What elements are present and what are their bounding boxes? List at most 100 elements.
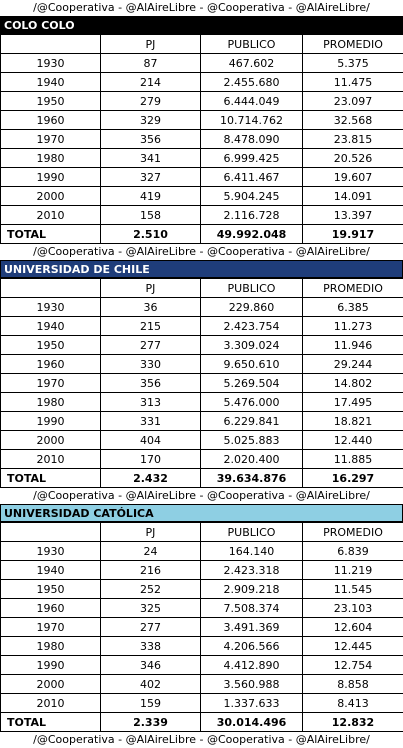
- table-header-row: PJ PUBLICO PROMEDIO: [1, 523, 403, 542]
- credit-line-bottom: /@Cooperativa - @AlAireLibre - @Cooperat…: [0, 732, 403, 748]
- column-header-pj: PJ: [101, 279, 201, 298]
- decade-cell: 1930: [1, 298, 101, 317]
- decade-cell: 1990: [1, 656, 101, 675]
- decade-cell: 1940: [1, 73, 101, 92]
- table-header-row: PJ PUBLICO PROMEDIO: [1, 279, 403, 298]
- pj-cell: 87: [101, 54, 201, 73]
- promedio-cell: 17.495: [303, 393, 403, 412]
- promedio-cell: 12.754: [303, 656, 403, 675]
- total-promedio: 19.917: [303, 225, 403, 244]
- total-publico: 49.992.048: [201, 225, 303, 244]
- promedio-cell: 14.802: [303, 374, 403, 393]
- total-label: TOTAL: [1, 713, 101, 732]
- pj-cell: 215: [101, 317, 201, 336]
- total-publico: 39.634.876: [201, 469, 303, 488]
- decade-cell: 1960: [1, 599, 101, 618]
- publico-cell: 6.999.425: [201, 149, 303, 168]
- pj-cell: 277: [101, 618, 201, 637]
- pj-cell: 325: [101, 599, 201, 618]
- decade-cell: 1970: [1, 374, 101, 393]
- column-header-promedio: PROMEDIO: [303, 279, 403, 298]
- pj-cell: 346: [101, 656, 201, 675]
- publico-cell: 5.476.000: [201, 393, 303, 412]
- table-header-row: PJ PUBLICO PROMEDIO: [1, 35, 403, 54]
- total-promedio: 16.297: [303, 469, 403, 488]
- pj-cell: 170: [101, 450, 201, 469]
- decade-cell: 2000: [1, 675, 101, 694]
- decade-cell: 2010: [1, 694, 101, 713]
- total-publico: 30.014.496: [201, 713, 303, 732]
- publico-cell: 10.714.762: [201, 111, 303, 130]
- pj-cell: 277: [101, 336, 201, 355]
- decade-cell: 1990: [1, 412, 101, 431]
- publico-cell: 5.904.245: [201, 187, 303, 206]
- pj-cell: 279: [101, 92, 201, 111]
- publico-cell: 4.412.890: [201, 656, 303, 675]
- team-header-colo-colo: COLO COLO: [0, 16, 403, 34]
- decade-cell: 2010: [1, 206, 101, 225]
- total-promedio: 12.832: [303, 713, 403, 732]
- pj-cell: 341: [101, 149, 201, 168]
- promedio-cell: 11.545: [303, 580, 403, 599]
- publico-cell: 2.423.318: [201, 561, 303, 580]
- column-header-promedio: PROMEDIO: [303, 35, 403, 54]
- pj-cell: 214: [101, 73, 201, 92]
- decade-cell: 1980: [1, 149, 101, 168]
- column-header-pj: PJ: [101, 523, 201, 542]
- publico-cell: 229.860: [201, 298, 303, 317]
- promedio-cell: 5.375: [303, 54, 403, 73]
- team-header-universidad-de-chile: UNIVERSIDAD DE CHILE: [0, 260, 403, 278]
- pj-cell: 338: [101, 637, 201, 656]
- total-pj: 2.510: [101, 225, 201, 244]
- promedio-cell: 6.385: [303, 298, 403, 317]
- publico-cell: 5.269.504: [201, 374, 303, 393]
- decade-cell: 1930: [1, 542, 101, 561]
- promedio-cell: 12.445: [303, 637, 403, 656]
- decade-cell: 1980: [1, 637, 101, 656]
- column-header-promedio: PROMEDIO: [303, 523, 403, 542]
- decade-cell: 2000: [1, 431, 101, 450]
- pj-cell: 419: [101, 187, 201, 206]
- publico-cell: 467.602: [201, 54, 303, 73]
- publico-cell: 2.455.680: [201, 73, 303, 92]
- promedio-cell: 32.568: [303, 111, 403, 130]
- column-header-publico: PUBLICO: [201, 35, 303, 54]
- promedio-cell: 12.604: [303, 618, 403, 637]
- column-header-pj: PJ: [101, 35, 201, 54]
- pj-cell: 36: [101, 298, 201, 317]
- promedio-cell: 6.839: [303, 542, 403, 561]
- credit-line: /@Cooperativa - @AlAireLibre - @Cooperat…: [0, 488, 403, 504]
- promedio-cell: 29.244: [303, 355, 403, 374]
- pj-cell: 330: [101, 355, 201, 374]
- publico-cell: 6.444.049: [201, 92, 303, 111]
- decade-cell: 1950: [1, 92, 101, 111]
- decade-cell: 1950: [1, 580, 101, 599]
- publico-cell: 3.560.988: [201, 675, 303, 694]
- pj-cell: 158: [101, 206, 201, 225]
- credit-line-top: /@Cooperativa - @AlAireLibre - @Cooperat…: [0, 0, 403, 16]
- promedio-cell: 11.273: [303, 317, 403, 336]
- decade-cell: 1960: [1, 355, 101, 374]
- total-pj: 2.432: [101, 469, 201, 488]
- column-header-publico: PUBLICO: [201, 279, 303, 298]
